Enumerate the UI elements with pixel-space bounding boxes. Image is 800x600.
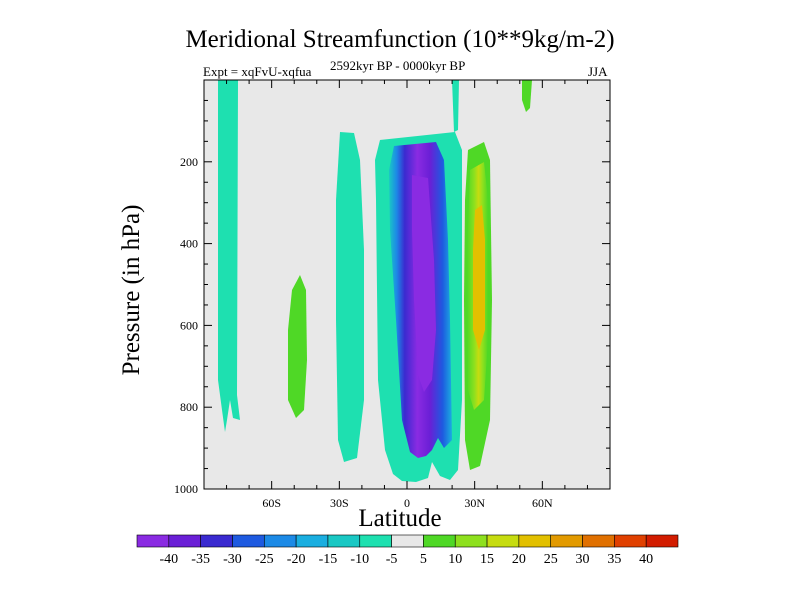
colorbar-swatch-3 [232,534,265,548]
colorbar-swatch-7 [359,534,392,548]
colorbar: -40 -35 -30 -25 -20 -15 -10 -5 5 10 15 20 25 30 35 40 [136,534,679,567]
colorbar-label-3: -25 [255,552,274,567]
experiment-label: Expt = xqFvU-xqfua [203,64,312,79]
colorbar-swatch-13 [550,534,583,548]
y-tick-label-3: 800 [180,400,198,414]
contour-nh-max [473,205,485,350]
x-tick-label-0: 60S [262,496,281,510]
colorbar-swatch-2 [200,534,233,548]
colorbar-label-2: -30 [223,552,242,567]
colorbar-label-15: 40 [639,552,653,567]
contour-nh-highlat [522,80,532,112]
colorbar-swatch-10 [454,534,488,548]
x-axis-label: Latitude [358,505,442,532]
colorbar-swatch-0 [136,534,170,548]
colorbar-label-11: 20 [512,552,526,567]
colorbar-label-10: 15 [480,552,494,567]
time-range-label: 2592kyr BP - 0000kyr BP [330,58,466,73]
contour-sh-subtropic [336,132,364,462]
contour-trop-min [412,175,436,392]
colorbar-label-0: -40 [159,552,178,567]
colorbar-swatch-14 [582,534,615,548]
colorbar-swatch-12 [518,534,552,548]
colorbar-label-6: -10 [350,552,369,567]
contour-nh-thin [452,80,459,132]
contour-sh-midlat [288,275,307,418]
colorbar-swatch-5 [295,534,329,548]
colorbar-swatch-9 [423,534,456,548]
contour-fields [218,80,532,482]
colorbar-swatch-8 [391,534,424,548]
colorbar-label-13: 30 [576,552,590,567]
colorbar-label-4: -20 [287,552,306,567]
colorbar-label-1: -35 [191,552,210,567]
colorbar-label-8: 5 [420,552,427,567]
colorbar-label-9: 10 [448,552,462,567]
chart-title: Meridional Streamfunction (10**9kg/m-2) [185,26,615,53]
colorbar-swatch-1 [168,534,201,548]
colorbar-label-5: -15 [319,552,338,567]
y-tick-label-2: 600 [180,318,198,332]
colorbar-swatch-15 [614,534,647,548]
y-tick-label-1: 400 [180,237,198,251]
colorbar-label-14: 35 [607,552,621,567]
colorbar-swatch-6 [327,534,361,548]
colorbar-swatch-11 [486,534,520,548]
colorbar-swatch-16 [645,534,679,548]
x-tick-label-1: 30S [330,496,349,510]
x-tick-label-4: 60N [532,496,553,510]
colorbar-label-12: 25 [544,552,558,567]
colorbar-label-7: -5 [386,552,398,567]
x-tick-label-2: 0 [404,496,410,510]
axes: 60S 30S 0 30N 60N 200 400 600 800 1000 [174,80,610,510]
x-tick-label-3: 30N [464,496,485,510]
season-label: JJA [588,64,608,79]
contour-sh-highlat [218,80,240,432]
colorbar-swatch-4 [263,534,297,548]
y-tick-label-0: 200 [180,155,198,169]
y-tick-label-4: 1000 [174,482,198,496]
